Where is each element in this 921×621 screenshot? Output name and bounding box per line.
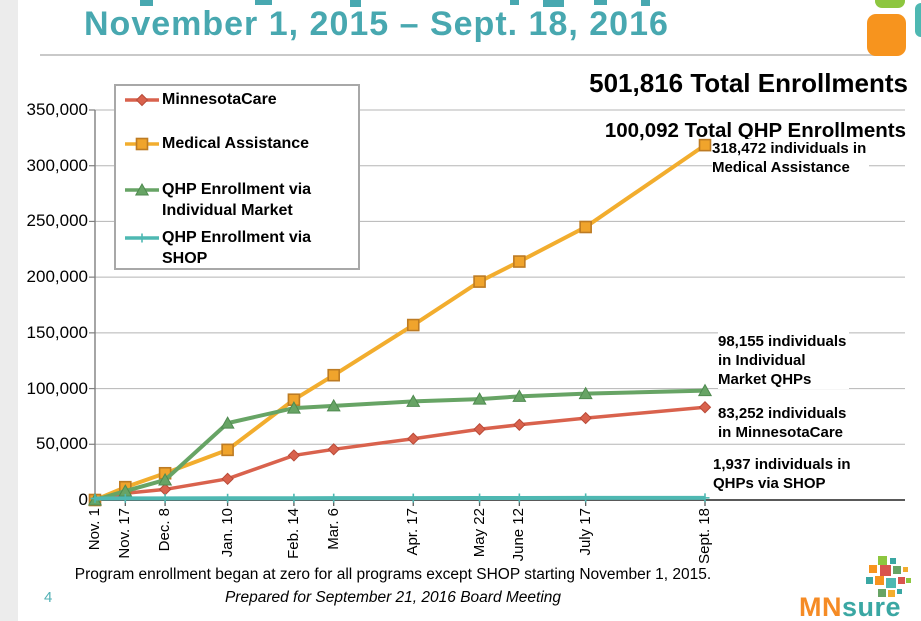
y-tick-label: 50,000: [36, 434, 88, 454]
page-number: 4: [44, 589, 53, 606]
y-tick-label: 100,000: [26, 378, 88, 398]
chart-legend: MinnesotaCare Medical Assistance QHP Enrol…: [114, 84, 360, 270]
annotation-minnesotacare: 83,252 individuals in MinnesotaCare: [718, 404, 850, 442]
annotation-shop: 1,937 individuals in QHPs via SHOP: [713, 455, 854, 493]
x-tick-label: May 22: [470, 508, 488, 558]
series-qhp-enrollment-via-shop: [90, 493, 710, 503]
x-tick-label: Mar. 6: [324, 508, 342, 550]
x-tick-label: Apr. 17: [404, 508, 422, 556]
series-qhp-enrollment-via-individual-market: [87, 383, 713, 506]
logo-square-green: [875, 0, 905, 8]
x-tick-label: Nov. 1: [86, 508, 103, 551]
legend-item: QHP Enrollment via SHOP: [124, 227, 352, 269]
legend-label: QHP Enrollment via Individual Market: [162, 181, 312, 219]
legend-label: QHP Enrollment via SHOP: [162, 229, 312, 267]
square-marker-icon: [125, 137, 159, 151]
legend-label: Medical Assistance: [162, 135, 310, 152]
y-tick-label: 350,000: [26, 100, 88, 119]
mnsure-wordmark: MNsure: [799, 592, 902, 621]
x-tick-label: July 17: [576, 508, 594, 556]
diamond-marker-icon: [125, 93, 159, 107]
x-tick-label: Feb. 14: [284, 508, 302, 559]
footnote: Program enrollment began at zero for all…: [74, 566, 712, 583]
series-minnesotacare: [88, 401, 712, 507]
x-tick-label: Sept. 18: [696, 508, 713, 564]
annotation-medical-assistance: 318,472 individuals in Medical Assistanc…: [712, 139, 870, 177]
x-tick-label: Jan. 10: [218, 508, 236, 558]
x-tick-label: June 12: [510, 508, 528, 562]
y-tick-label: 250,000: [26, 211, 88, 231]
title-divider: [40, 54, 878, 56]
logo-square-teal: [915, 3, 921, 37]
legend-item: Medical Assistance: [124, 133, 352, 154]
y-tick-label: 0: [78, 490, 88, 509]
y-tick-label: 300,000: [26, 155, 88, 175]
window-left-margin: [0, 0, 18, 621]
x-tick-label: Dec. 8: [156, 508, 174, 552]
total-enrollments-headline: 501,816 Total Enrollments: [589, 68, 908, 98]
slide-title: November 1, 2015 – Sept. 18, 2016: [84, 5, 669, 43]
plus-marker-icon: [125, 233, 159, 243]
legend-label: MinnesotaCare: [162, 91, 277, 108]
prepared-note: Prepared for September 21, 2016 Board Me…: [224, 589, 562, 606]
logo-square-orange: [867, 14, 906, 56]
headline-block: 501,816 Total Enrollments 100,092 Total …: [589, 68, 908, 143]
legend-item: MinnesotaCare: [124, 89, 352, 110]
legend-item: QHP Enrollment via Individual Market: [124, 179, 352, 221]
y-tick-label: 200,000: [26, 267, 88, 287]
annotation-individual-market-qhps: 98,155 individuals in Individual Market …: [718, 332, 850, 389]
y-tick-label: 150,000: [26, 322, 88, 342]
x-tick-label: Nov. 17: [116, 508, 134, 559]
triangle-marker-icon: [125, 182, 159, 196]
